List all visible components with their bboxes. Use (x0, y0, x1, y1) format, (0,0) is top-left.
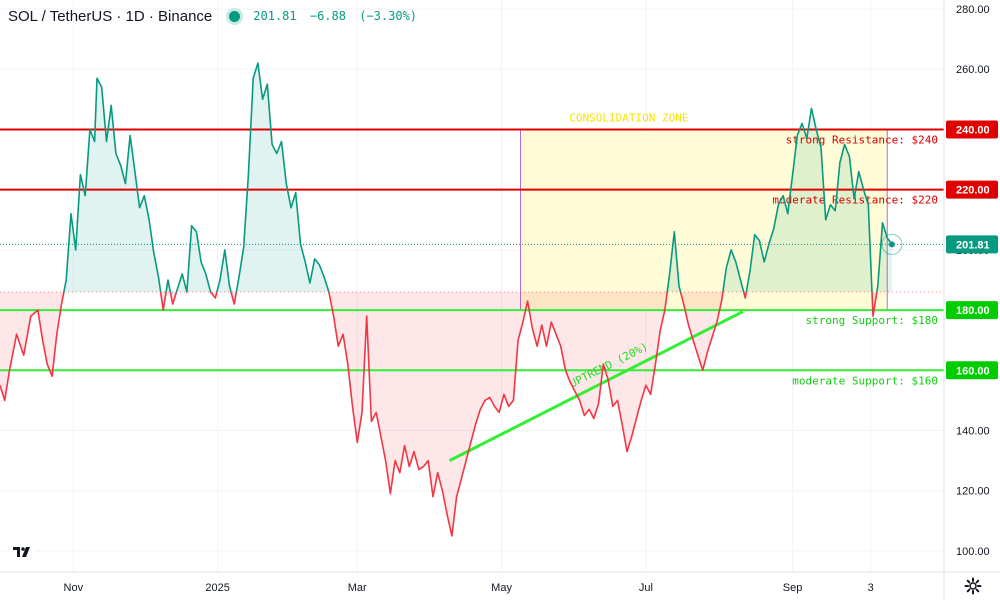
y-tick-label: 100.00 (956, 546, 990, 558)
x-tick-label: Jul (639, 582, 653, 594)
area-fill-above (0, 63, 892, 293)
price-line-above (63, 62, 893, 293)
tradingview-logo-icon[interactable] (10, 540, 36, 562)
y-tick-label: 120.00 (956, 486, 990, 498)
x-tick-label: Nov (64, 582, 84, 594)
y-tick-label: 140.00 (956, 426, 990, 438)
resistance-level-label: strong Resistance: $240 (786, 133, 938, 146)
current-price-tag (946, 235, 998, 254)
level-price-tag-label: 160.00 (956, 365, 990, 377)
level-price-tag (946, 361, 998, 380)
uptrend-line (448, 310, 744, 462)
support-level-label: strong Support: $180 (806, 314, 938, 327)
level-price-tag-label: 180.00 (956, 305, 990, 317)
x-tick-label: 2025 (205, 582, 229, 594)
last-price-dot (888, 241, 895, 248)
y-tick-label: 260.00 (956, 64, 990, 76)
resistance-level-label: moderate Resistance: $220 (772, 194, 938, 207)
x-tick-label: Mar (348, 582, 367, 594)
price-change-percent: (−3.30%) (359, 9, 418, 23)
quote-readout: 201.81 −6.88 (−3.30%) (253, 9, 423, 23)
level-price-tag (946, 120, 998, 139)
support-level-label: moderate Support: $160 (792, 374, 938, 387)
price-change: −6.88 (309, 9, 346, 23)
y-tick-label: 280.00 (956, 4, 990, 16)
level-price-tag (946, 301, 998, 320)
x-tick-label: May (491, 582, 512, 594)
last-price: 201.81 (253, 9, 297, 23)
price-line-below (0, 292, 878, 537)
level-price-tag (946, 180, 998, 199)
market-status-icon (226, 7, 244, 25)
last-price-halo (881, 233, 903, 255)
x-tick-label: 3 (868, 582, 874, 594)
level-price-tag-label: 220.00 (956, 185, 990, 197)
x-tick-label: Sep (783, 582, 803, 594)
chart-header: SOL / TetherUS · 1D · Binance 201.81 −6.… (8, 6, 423, 26)
symbol-title[interactable]: SOL / TetherUS · 1D · Binance (8, 7, 213, 25)
gear-icon[interactable] (964, 577, 982, 595)
consolidation-zone-label: CONSOLIDATION ZONE (569, 111, 688, 124)
current-price-tag-label: 201.81 (956, 239, 990, 251)
level-price-tag-label: 240.00 (956, 124, 990, 136)
area-fill-below (0, 292, 877, 536)
